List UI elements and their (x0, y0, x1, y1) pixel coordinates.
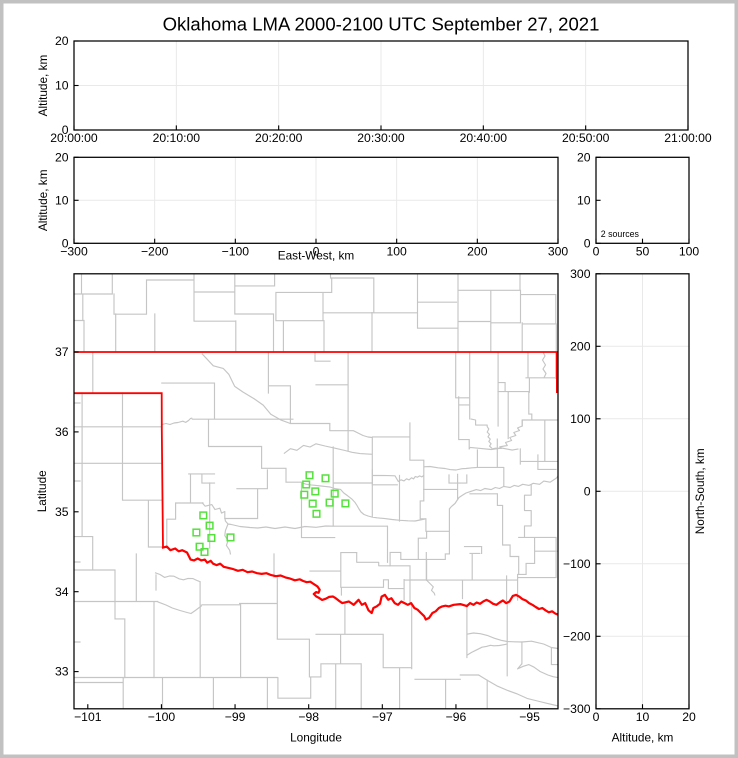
svg-text:35: 35 (55, 505, 69, 519)
svg-text:Altitude, km: Altitude, km (612, 731, 674, 745)
svg-text:−95: −95 (519, 710, 540, 724)
svg-text:36: 36 (55, 425, 69, 439)
svg-text:−300: −300 (563, 702, 591, 716)
svg-text:100: 100 (386, 244, 407, 258)
svg-text:100: 100 (570, 412, 591, 426)
svg-text:−101: −101 (74, 710, 102, 724)
svg-text:10: 10 (636, 710, 650, 724)
svg-text:Oklahoma LMA 2000-2100 UTC Sep: Oklahoma LMA 2000-2100 UTC September 27,… (163, 14, 600, 35)
svg-text:50: 50 (636, 244, 650, 258)
svg-text:Altitude, km: Altitude, km (36, 169, 50, 231)
svg-text:0: 0 (313, 244, 320, 258)
svg-text:10: 10 (55, 193, 69, 207)
svg-text:300: 300 (570, 267, 591, 281)
svg-text:20: 20 (55, 34, 69, 48)
svg-text:200: 200 (467, 244, 488, 258)
svg-text:20: 20 (55, 150, 69, 164)
svg-text:−100: −100 (563, 557, 591, 571)
svg-text:20:40:00: 20:40:00 (460, 131, 508, 145)
svg-text:Latitude: Latitude (35, 470, 49, 512)
svg-text:−96: −96 (446, 710, 467, 724)
svg-text:−100: −100 (222, 244, 250, 258)
svg-text:100: 100 (679, 244, 700, 258)
svg-text:0: 0 (62, 236, 69, 250)
svg-text:East-West, km: East-West, km (278, 249, 355, 263)
svg-text:2 sources: 2 sources (601, 229, 640, 239)
svg-text:0: 0 (584, 484, 591, 498)
svg-text:−300: −300 (60, 244, 88, 258)
svg-text:0: 0 (593, 244, 600, 258)
svg-text:34: 34 (55, 585, 69, 599)
svg-text:North-South, km: North-South, km (693, 448, 707, 534)
svg-text:20:20:00: 20:20:00 (255, 131, 303, 145)
svg-text:0: 0 (584, 236, 591, 250)
svg-text:−200: −200 (563, 629, 591, 643)
svg-text:200: 200 (570, 339, 591, 353)
svg-text:−99: −99 (225, 710, 246, 724)
svg-text:21:00:00: 21:00:00 (664, 131, 712, 145)
svg-text:−98: −98 (298, 710, 319, 724)
svg-text:0: 0 (62, 123, 69, 137)
svg-text:0: 0 (593, 710, 600, 724)
svg-text:20:00:00: 20:00:00 (50, 131, 98, 145)
svg-text:33: 33 (55, 665, 69, 679)
svg-text:20:30:00: 20:30:00 (357, 131, 405, 145)
svg-text:20:10:00: 20:10:00 (153, 131, 201, 145)
svg-text:−200: −200 (141, 244, 169, 258)
svg-text:20: 20 (577, 150, 591, 164)
svg-text:10: 10 (577, 193, 591, 207)
svg-text:37: 37 (55, 345, 69, 359)
svg-text:20:50:00: 20:50:00 (562, 131, 610, 145)
svg-text:−97: −97 (372, 710, 393, 724)
svg-text:Altitude, km: Altitude, km (36, 55, 50, 117)
svg-text:20: 20 (682, 710, 696, 724)
svg-text:300: 300 (548, 244, 569, 258)
svg-text:Longitude: Longitude (290, 731, 342, 745)
svg-text:10: 10 (55, 79, 69, 93)
svg-text:−100: −100 (148, 710, 176, 724)
